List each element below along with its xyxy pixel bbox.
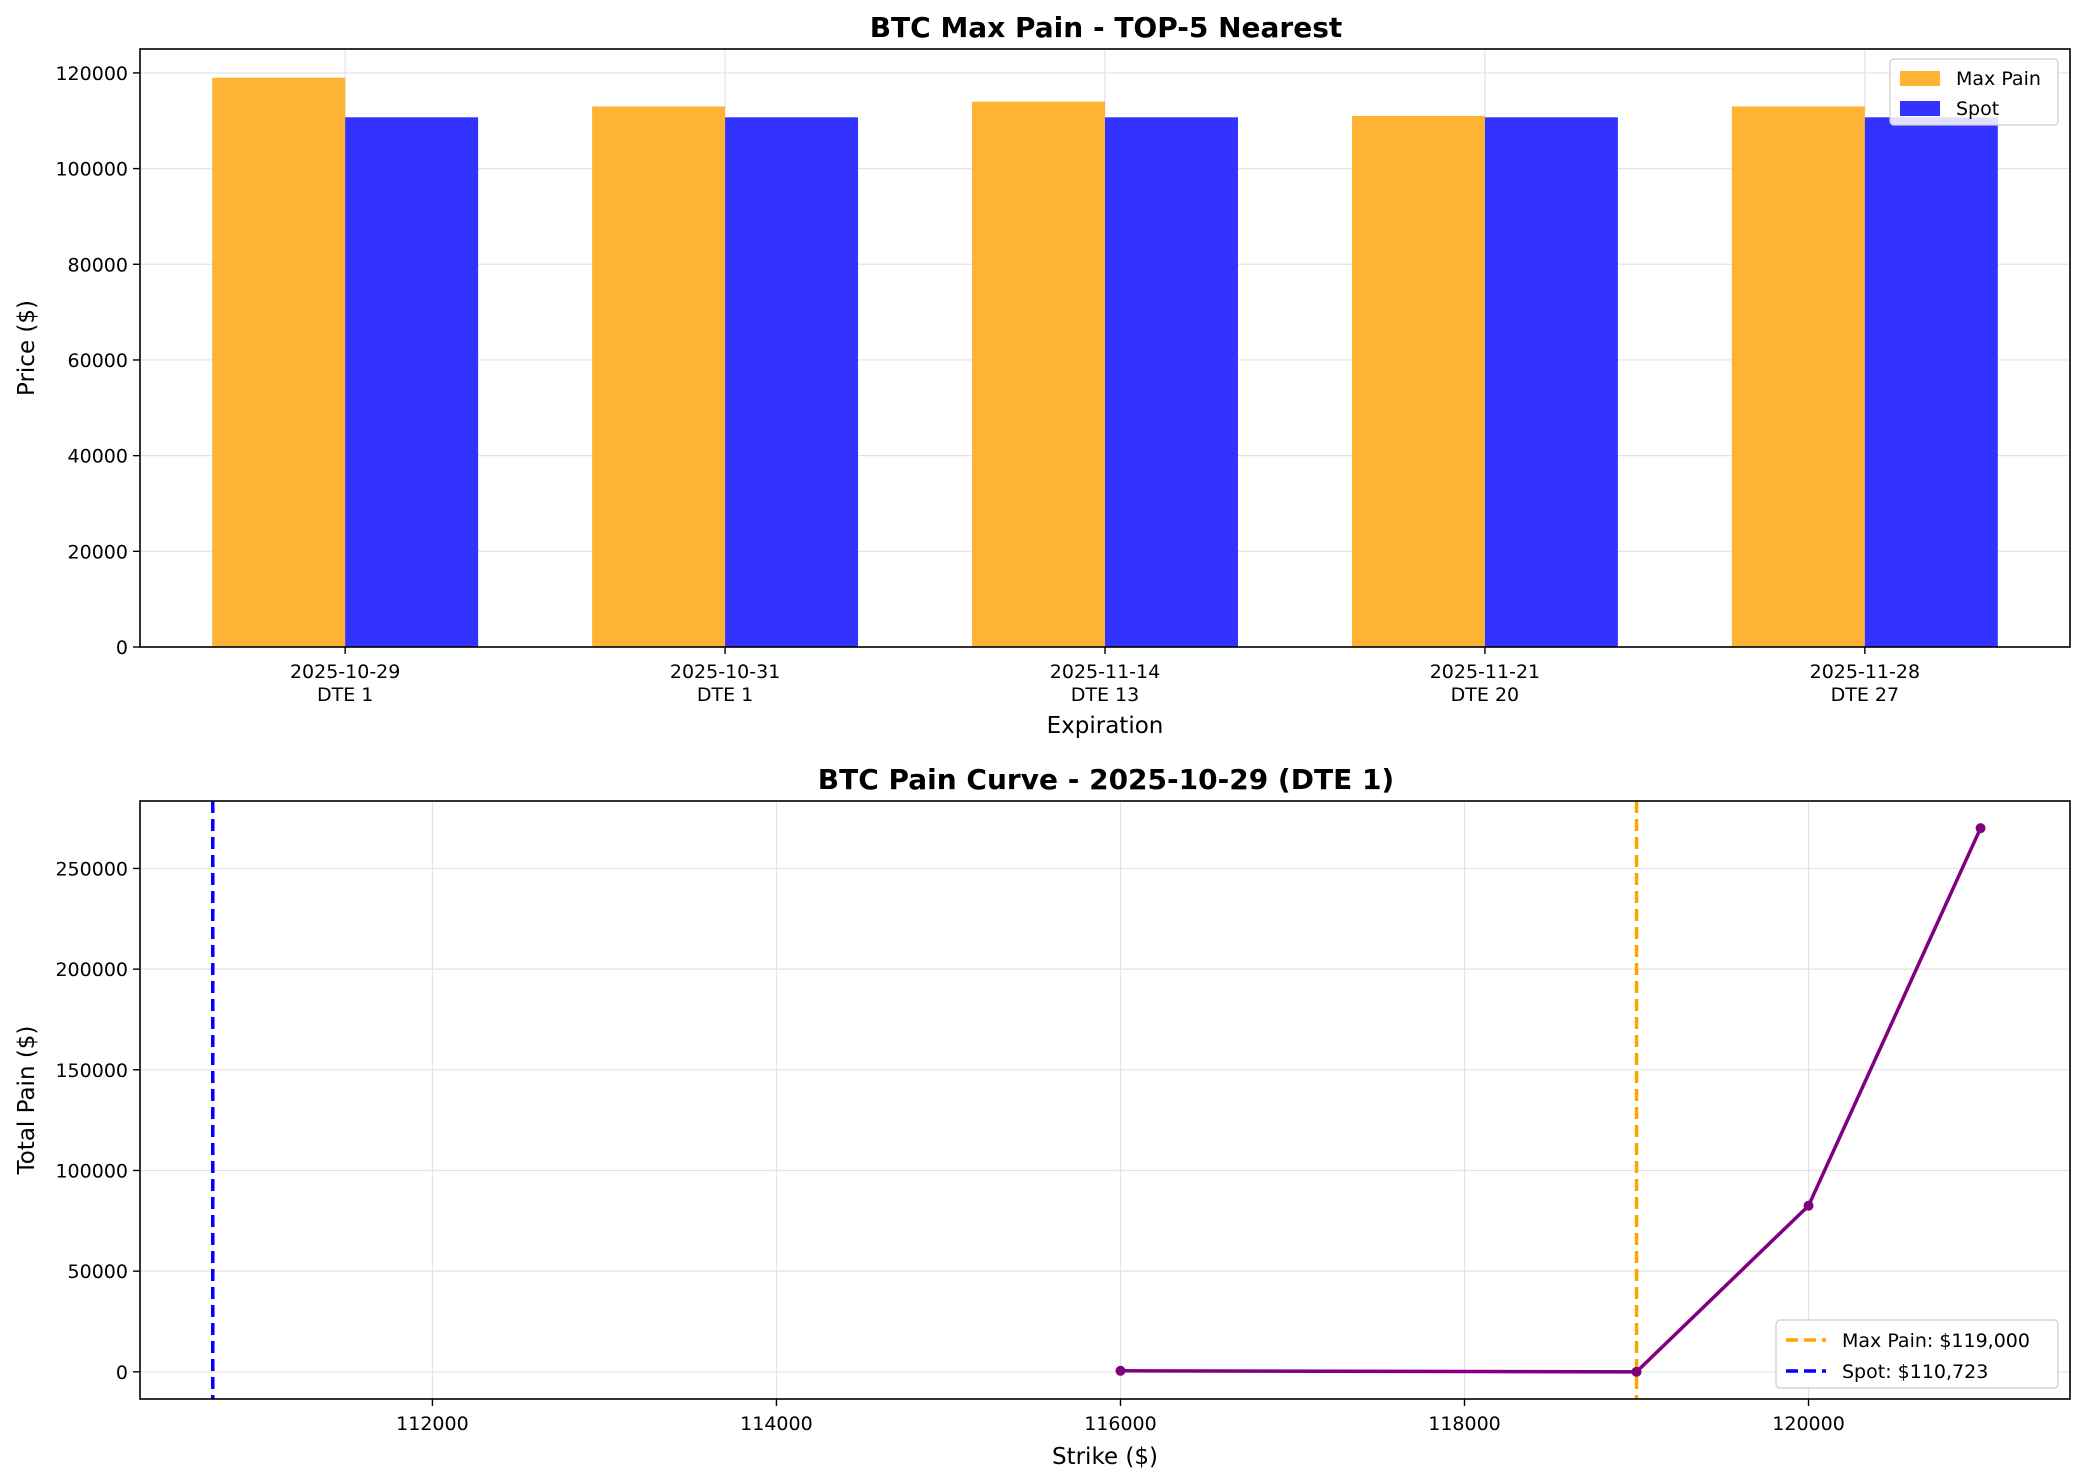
chart2-y-tick-label: 150000 bbox=[55, 1060, 128, 1082]
chart1-y-tick-label: 40000 bbox=[68, 446, 128, 468]
chart2-axes-frame bbox=[139, 800, 2071, 1400]
chart2-x-axis-label: Strike ($) bbox=[1052, 1444, 1158, 1470]
chart2-x-tick-label: 116000 bbox=[1084, 1413, 1157, 1435]
chart2-legend-label: Spot: $110,723 bbox=[1842, 1361, 1988, 1383]
chart1-title: BTC Max Pain - TOP-5 Nearest bbox=[870, 11, 1343, 44]
chart2-pain-curve-point bbox=[1975, 823, 1986, 834]
chart2-y-tick-label: 250000 bbox=[55, 858, 128, 880]
chart1-x-tick-label: 2025-11-28 bbox=[1810, 661, 1920, 683]
max-pain-bar-chart: BTC Max Pain - TOP-5 Nearest 0 20000 40000… bbox=[14, 11, 2071, 739]
chart1-x-tick-label: 2025-10-31 bbox=[670, 661, 780, 683]
chart1-y-tick-label: 80000 bbox=[68, 254, 128, 276]
chart1-bar-max-pain bbox=[592, 106, 726, 647]
chart1-bar-max-pain bbox=[1731, 106, 1865, 647]
chart2-title: BTC Pain Curve - 2025-10-29 (DTE 1) bbox=[818, 763, 1394, 796]
chart2-x-ticks: 112000 114000 116000 118000 120000 bbox=[396, 1399, 1845, 1435]
chart1-x-tick-sublabel: DTE 1 bbox=[697, 684, 753, 706]
chart2-pain-curve-point bbox=[1115, 1365, 1126, 1376]
chart1-bar-spot bbox=[725, 117, 859, 648]
chart2-pain-curve-line bbox=[1120, 827, 1983, 1374]
chart1-x-tick-label: 2025-10-29 bbox=[290, 661, 400, 683]
chart2-x-tick-label: 114000 bbox=[740, 1413, 813, 1435]
chart1-bars bbox=[212, 77, 1998, 648]
chart1-x-tick-label: 2025-11-14 bbox=[1050, 661, 1160, 683]
chart1-x-tick-sublabel: DTE 20 bbox=[1451, 684, 1519, 706]
chart1-bar-max-pain bbox=[972, 101, 1105, 647]
chart2-legend-box bbox=[1775, 1319, 2059, 1389]
chart1-x-tick-sublabel: DTE 13 bbox=[1071, 684, 1139, 706]
chart2-y-ticks: 0 50000 100000 150000 200000 250000 bbox=[55, 858, 140, 1384]
chart2-x-tick-label: 112000 bbox=[396, 1413, 469, 1435]
chart2-y-tick-label: 200000 bbox=[55, 959, 128, 981]
chart1-x-tick-label: 2025-11-21 bbox=[1430, 661, 1540, 683]
chart1-legend-label: Spot bbox=[1956, 98, 1999, 120]
chart1-y-tick-label: 0 bbox=[116, 637, 128, 659]
chart1-y-tick-label: 20000 bbox=[68, 541, 128, 563]
chart2-pain-curve-point bbox=[1631, 1366, 1642, 1377]
chart2-y-tick-label: 0 bbox=[116, 1362, 128, 1384]
chart2-y-axis-label: Total Pain ($) bbox=[14, 1026, 40, 1176]
chart1-bar-spot bbox=[1484, 117, 1618, 648]
chart2-y-tick-label: 50000 bbox=[68, 1261, 128, 1283]
chart1-y-tick-label: 60000 bbox=[68, 350, 128, 372]
chart2-x-tick-label: 118000 bbox=[1428, 1413, 1501, 1435]
chart1-y-axis-label: Price ($) bbox=[14, 300, 40, 396]
chart1-bar-spot bbox=[345, 117, 479, 648]
chart1-legend: Max Pain Spot bbox=[1889, 58, 2059, 126]
chart2-x-tick-label: 120000 bbox=[1772, 1413, 1845, 1435]
chart1-bar-max-pain bbox=[1351, 115, 1485, 647]
chart1-bar-spot bbox=[1864, 117, 1998, 648]
chart2-series bbox=[1115, 823, 1986, 1377]
chart1-legend-label: Max Pain bbox=[1956, 68, 2041, 90]
chart1-y-tick-label: 120000 bbox=[55, 63, 128, 85]
chart1-legend-swatch bbox=[1900, 101, 1940, 116]
chart1-x-tick-sublabel: DTE 1 bbox=[317, 684, 373, 706]
chart1-y-ticks: 0 20000 40000 60000 80000 100000 120000 bbox=[55, 63, 140, 659]
chart2-legend-label: Max Pain: $119,000 bbox=[1842, 1330, 2030, 1352]
chart2-y-tick-label: 100000 bbox=[55, 1160, 128, 1182]
chart2-grid bbox=[140, 801, 2070, 1399]
chart1-legend-swatch bbox=[1900, 71, 1940, 86]
chart2-legend: Max Pain: $119,000 Spot: $110,723 bbox=[1775, 1319, 2059, 1389]
pain-curve-chart: BTC Pain Curve - 2025-10-29 (DTE 1) 0 500… bbox=[14, 763, 2071, 1470]
chart2-pain-curve-point bbox=[1803, 1200, 1814, 1211]
chart1-x-axis-label: Expiration bbox=[1047, 713, 1164, 739]
chart1-bar-spot bbox=[1105, 117, 1238, 648]
chart1-x-tick-sublabel: DTE 27 bbox=[1831, 684, 1899, 706]
chart1-bar-max-pain bbox=[212, 77, 346, 648]
chart1-y-tick-label: 100000 bbox=[55, 159, 128, 181]
chart2-reference-lines bbox=[211, 801, 1639, 1399]
